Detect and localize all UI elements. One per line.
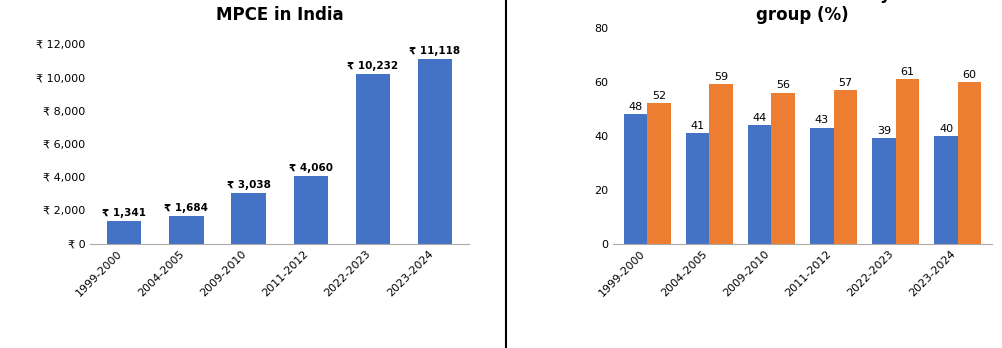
Title: MPCE in India: MPCE in India — [215, 6, 344, 24]
Bar — [418, 59, 452, 244]
Text: 59: 59 — [714, 72, 728, 82]
Bar — [231, 193, 266, 244]
Text: 52: 52 — [652, 91, 666, 101]
Text: ₹ 4,060: ₹ 4,060 — [289, 163, 333, 173]
Bar — [647, 103, 671, 244]
Bar — [810, 128, 834, 244]
Text: 44: 44 — [753, 113, 767, 123]
Bar — [356, 74, 390, 244]
Text: 57: 57 — [839, 78, 853, 88]
Text: 39: 39 — [877, 126, 891, 136]
Bar — [747, 125, 772, 244]
Bar — [834, 90, 857, 244]
Text: 60: 60 — [963, 70, 977, 80]
Text: ₹ 1,341: ₹ 1,341 — [102, 208, 146, 218]
Text: 48: 48 — [628, 102, 642, 112]
Text: 40: 40 — [939, 124, 953, 134]
Text: 43: 43 — [815, 116, 829, 126]
Text: 61: 61 — [901, 67, 915, 77]
Text: ₹ 11,118: ₹ 11,118 — [410, 46, 461, 56]
Bar — [685, 133, 709, 244]
Text: 56: 56 — [777, 80, 791, 90]
Bar — [896, 79, 919, 244]
Bar — [107, 221, 141, 244]
Bar — [169, 216, 203, 244]
Bar — [934, 136, 958, 244]
Bar — [709, 85, 732, 244]
Text: 41: 41 — [690, 121, 704, 131]
Bar — [294, 176, 328, 244]
Legend: Food, Non Food: Food, Non Food — [723, 344, 882, 348]
Title: Trend of Urban MPCE by item
group (%): Trend of Urban MPCE by item group (%) — [665, 0, 940, 24]
Bar — [872, 139, 896, 244]
Text: ₹ 1,684: ₹ 1,684 — [164, 203, 208, 213]
Text: ₹ 3,038: ₹ 3,038 — [226, 180, 271, 190]
Text: ₹ 10,232: ₹ 10,232 — [348, 61, 399, 71]
Bar — [958, 82, 981, 244]
Bar — [623, 114, 647, 244]
Bar — [772, 93, 795, 244]
